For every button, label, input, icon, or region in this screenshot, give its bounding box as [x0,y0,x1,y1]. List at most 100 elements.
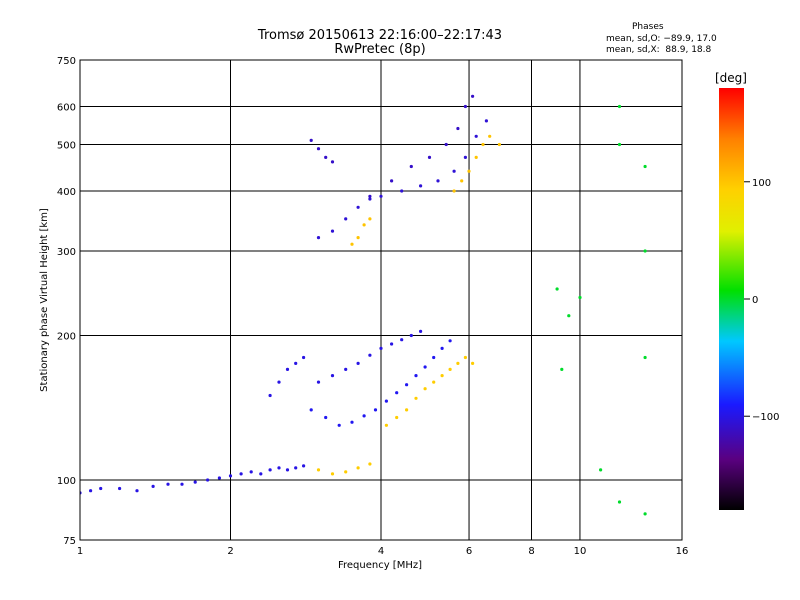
phase-x-stats: mean, sd,X: 88.9, 18.8 [606,45,712,55]
data-point [643,249,647,253]
colorbar-tick-label: 100 [752,178,771,189]
data-point [567,314,571,318]
data-point [395,415,399,420]
data-point [643,355,647,360]
data-point [316,468,321,472]
data-point [395,391,399,395]
data-point [373,408,378,412]
x-tick-label: 1 [77,546,83,557]
y-tick-label: 100 [57,476,76,487]
data-point [474,134,478,138]
y-tick-label: 300 [57,247,76,258]
data-point [448,339,452,343]
data-point [427,155,432,159]
data-point [268,468,272,472]
data-point [285,367,290,371]
x-axis-label: Frequency [MHz] [338,560,422,571]
data-point [89,489,93,493]
data-point [419,329,423,333]
data-point [599,468,603,472]
x-tick-label: 8 [528,546,534,557]
data-point [217,476,221,480]
data-point [617,104,622,109]
series-8 [555,104,647,516]
series-7 [316,462,372,476]
data-point [268,393,272,398]
data-point [379,194,383,198]
x-tick-label: 10 [574,546,587,557]
data-point [463,104,467,109]
data-point [436,179,440,183]
data-point [118,486,122,491]
y-tick-label: 600 [57,103,76,114]
chart-title: Tromsø 20150613 22:16:00–22:17:43 [257,28,503,43]
x-tick-label: 4 [378,546,384,557]
data-point [249,470,253,474]
series-1 [268,329,423,398]
data-point [324,155,328,159]
data-point [350,242,354,246]
data-point [384,399,388,403]
data-point [344,217,348,221]
data-point [409,333,413,338]
data-point [440,346,444,350]
data-point [344,367,348,371]
data-point [414,374,418,378]
data-point [316,380,321,384]
data-point [463,155,467,159]
data-point [356,361,360,365]
data-point [324,415,328,420]
data-point [617,500,622,504]
data-point [180,482,184,486]
x-tick-label: 16 [676,546,689,557]
data-point [432,355,436,360]
chart-subtitle: RwPretec (8p) [334,42,426,57]
data-point [471,361,475,365]
data-point [484,119,488,123]
data-point [135,489,139,493]
series-6 [350,134,501,246]
data-point [302,355,306,360]
data-point [316,147,321,151]
data-point [330,160,335,164]
data-point [368,217,372,221]
axis-ticks: 1 2 4 6 8 10 16 75 100 200 300 400 500 600 750 [57,56,688,557]
data-point [206,478,210,482]
x-tick-label: 2 [227,546,233,557]
y-tick-label: 750 [57,56,76,67]
data-point [379,346,383,350]
data-point [228,474,233,478]
data-point [481,142,485,147]
data-point [643,512,647,516]
series-4 [309,94,475,198]
data-point [239,472,243,476]
data-point [337,423,341,427]
y-tick-label: 400 [57,187,76,198]
data-point [440,374,444,378]
data-point [497,142,501,147]
data-point [309,408,313,412]
data-point [316,236,321,240]
data-point [456,361,460,365]
grid [80,60,682,540]
data-point [193,480,197,484]
colorbar-ticks: 100 0 −100 [744,178,779,423]
data-point [555,287,559,291]
data-point [423,365,427,369]
data-point [405,408,409,412]
colorbar-label: [deg] [715,71,747,85]
data-point [356,236,360,240]
data-point [488,134,492,138]
data-point [151,484,155,488]
series-3 [316,119,488,240]
data-point [285,468,290,472]
data-point [400,189,404,193]
series-0 [80,464,306,495]
data-point [384,423,388,427]
colorbar-tick-label: −100 [752,412,779,423]
data-point [452,189,456,193]
data-point [344,470,348,474]
data-point [471,94,475,98]
data-point [474,155,478,159]
